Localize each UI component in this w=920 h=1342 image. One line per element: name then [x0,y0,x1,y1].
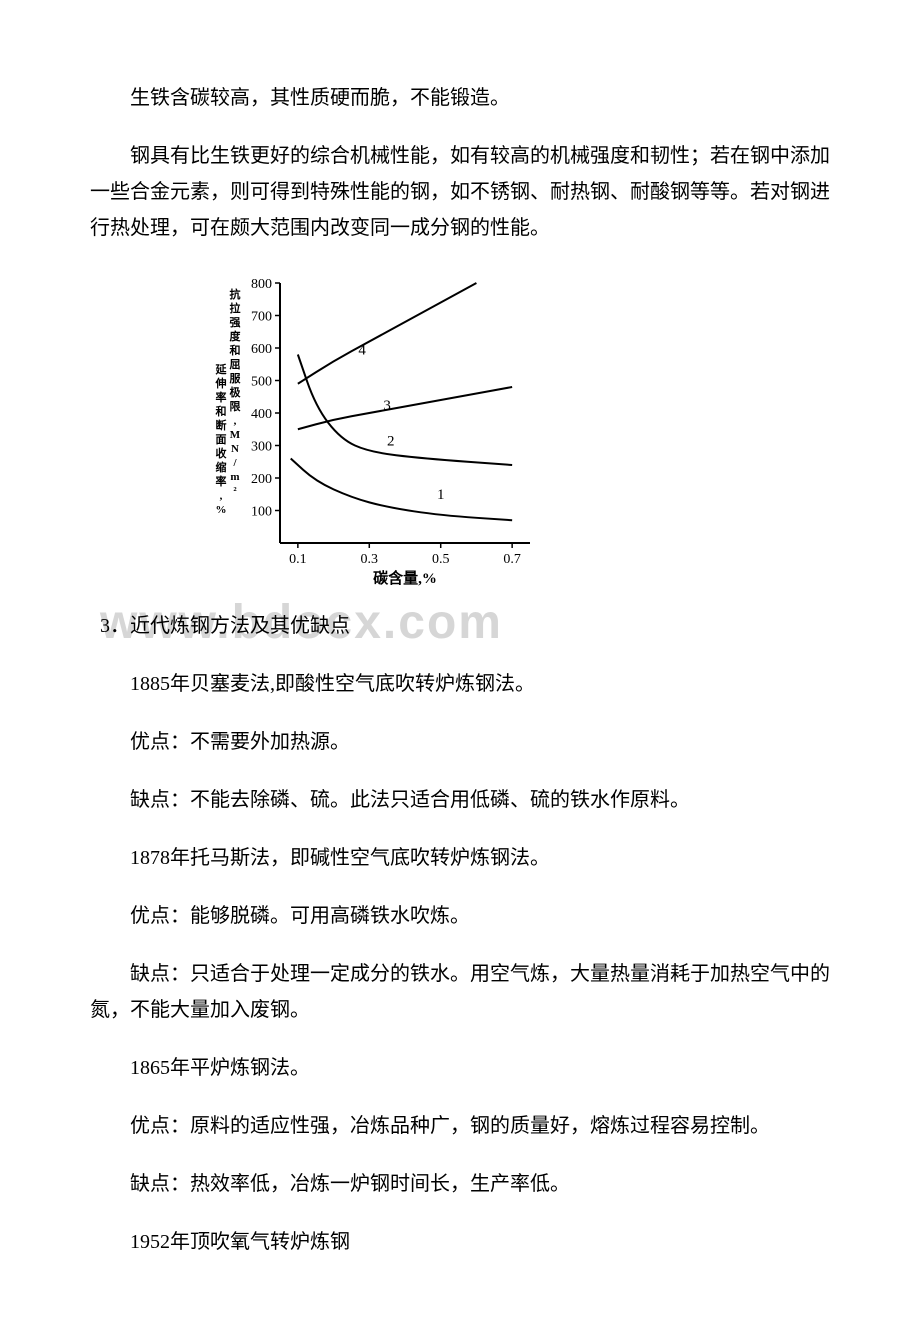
svg-text:服: 服 [230,372,242,385]
svg-text:延: 延 [215,362,228,376]
svg-text:0.1: 0.1 [289,552,307,567]
svg-text:伸: 伸 [215,376,227,390]
svg-text:,: , [234,415,237,427]
svg-text:M: M [230,429,241,441]
item-6: 缺点：只适合于处理一定成分的铁水。用空气炼，大量热量消耗于加热空气中的氮，不能大… [90,956,830,1028]
svg-text:700: 700 [251,310,272,325]
svg-text:碳含量,%: 碳含量,% [373,569,437,587]
carbon-steel-chart: 100 200 300 400 500 600 700 800 0.1 0.3 0.5 0.7 碳含量,… [210,268,550,598]
svg-text:率: 率 [216,474,227,488]
item-3: 缺点：不能去除磷、硫。此法只适合用低磷、硫的铁水作原料。 [90,782,830,818]
svg-text:300: 300 [251,440,272,455]
svg-text:500: 500 [251,375,272,390]
item-10: 1952年顶吹氧气转炉炼钢 [90,1224,830,1260]
svg-text:断: 断 [216,418,227,432]
paragraph-2: 钢具有比生铁更好的综合机械性能，如有较高的机械强度和韧性；若在钢中添加一些合金元… [90,138,830,246]
svg-text:拉: 拉 [230,301,241,315]
svg-text:2: 2 [387,434,395,450]
paragraph-1: 生铁含碳较高，其性质硬而脆，不能锻造。 [90,80,830,116]
svg-text:%: % [216,504,227,516]
svg-text:,: , [220,490,223,502]
svg-text:800: 800 [251,277,272,292]
svg-text:收: 收 [216,446,227,460]
svg-text:屈: 屈 [230,358,241,371]
svg-text:率: 率 [216,390,227,404]
svg-text:N: N [231,443,239,455]
svg-text:200: 200 [251,472,272,487]
section-3-heading: 3．近代炼钢方法及其优缺点 [90,608,830,644]
svg-text:度: 度 [230,329,242,343]
item-1: 1885年贝塞麦法,即酸性空气底吹转炉炼钢法。 [90,666,830,702]
svg-text:强: 强 [230,316,241,329]
svg-text:极: 极 [230,385,242,399]
section-3-heading-text: 3．近代炼钢方法及其优缺点 [100,615,350,637]
chart-svg: 100 200 300 400 500 600 700 800 0.1 0.3 0.5 0.7 碳含量,… [210,268,550,598]
svg-text:面: 面 [216,433,227,446]
item-8: 优点：原料的适应性强，冶炼品种广，钢的质量好，熔炼过程容易控制。 [90,1108,830,1144]
svg-text:400: 400 [251,407,272,422]
svg-text:100: 100 [251,505,272,520]
svg-text:限: 限 [230,399,241,413]
svg-text:和: 和 [230,343,241,357]
svg-text:0.7: 0.7 [503,552,520,567]
svg-text:²: ² [233,485,237,497]
svg-text:抗: 抗 [230,287,241,301]
svg-text:4: 4 [358,343,366,359]
svg-text:0.5: 0.5 [432,552,450,567]
svg-text:和: 和 [216,404,227,418]
svg-text:缩: 缩 [216,460,227,474]
svg-text:/: / [232,457,237,469]
item-5: 优点：能够脱磷。可用高磷铁水吹炼。 [90,898,830,934]
svg-text:m: m [230,471,239,483]
svg-text:1: 1 [437,487,445,503]
item-2: 优点：不需要外加热源。 [90,724,830,760]
item-9: 缺点：热效率低，冶炼一炉钢时间长，生产率低。 [90,1166,830,1202]
item-4: 1878年托马斯法，即碱性空气底吹转炉炼钢法。 [90,840,830,876]
svg-text:600: 600 [251,342,272,357]
svg-text:0.3: 0.3 [361,552,379,567]
item-7: 1865年平炉炼钢法。 [90,1050,830,1086]
svg-text:3: 3 [383,398,391,414]
